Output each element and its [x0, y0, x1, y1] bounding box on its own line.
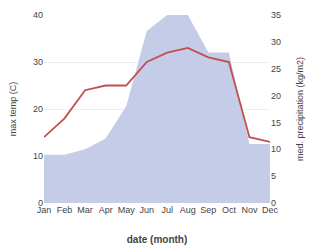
svg-text:Jul: Jul [162, 205, 174, 215]
svg-text:20: 20 [33, 104, 43, 114]
svg-text:0: 0 [271, 198, 276, 208]
svg-text:40: 40 [33, 10, 43, 20]
svg-text:Jun: Jun [139, 205, 154, 215]
svg-text:Oct: Oct [222, 205, 237, 215]
svg-text:30: 30 [271, 37, 281, 47]
svg-text:10: 10 [33, 151, 43, 161]
svg-text:date (month): date (month) [127, 234, 188, 245]
svg-text:25: 25 [271, 64, 281, 74]
svg-text:20: 20 [271, 91, 281, 101]
svg-text:Dec: Dec [262, 205, 279, 215]
svg-text:Mar: Mar [77, 205, 93, 215]
svg-text:5: 5 [271, 171, 276, 181]
svg-text:0: 0 [38, 198, 43, 208]
svg-text:15: 15 [271, 118, 281, 128]
svg-text:Apr: Apr [99, 205, 113, 215]
svg-text:35: 35 [271, 10, 281, 20]
svg-text:Aug: Aug [180, 205, 196, 215]
svg-text:May: May [118, 205, 136, 215]
svg-text:Feb: Feb [57, 205, 73, 215]
svg-text:Nov: Nov [241, 205, 258, 215]
svg-text:Jan: Jan [37, 205, 52, 215]
svg-text:med. precipitation (kg/m2): med. precipitation (kg/m2) [295, 57, 305, 161]
svg-text:30: 30 [33, 57, 43, 67]
svg-text:Sep: Sep [200, 205, 216, 215]
svg-text:max temp (C): max temp (C) [8, 82, 18, 137]
svg-text:10: 10 [271, 144, 281, 154]
